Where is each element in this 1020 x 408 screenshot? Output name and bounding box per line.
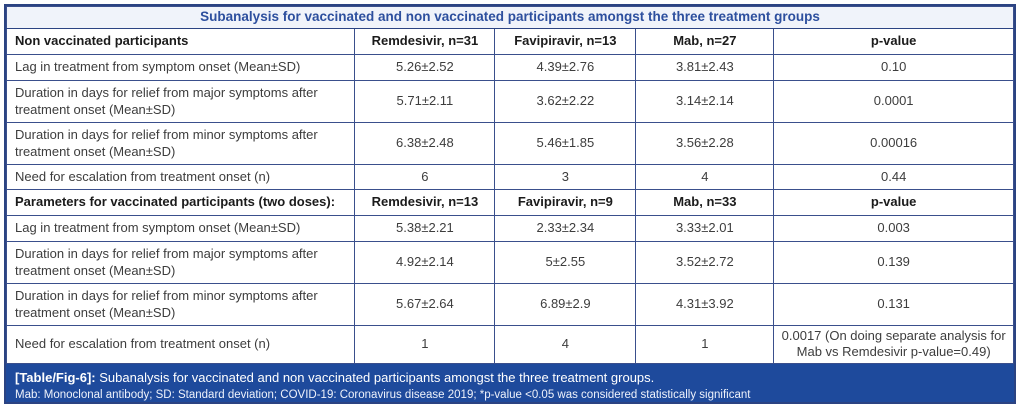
table-row: Duration in days for relief from major s… bbox=[5, 241, 1014, 284]
table-title-row: Subanalysis for vaccinated and non vacci… bbox=[6, 6, 1014, 29]
cell-value: 4.39±2.76 bbox=[494, 54, 637, 81]
section2-col-remdesivir: Remdesivir, n=13 bbox=[354, 189, 496, 216]
table-row: Duration in days for relief from major s… bbox=[5, 80, 1014, 123]
table-figure: Subanalysis for vaccinated and non vacci… bbox=[4, 4, 1016, 404]
cell-value: 6.89±2.9 bbox=[494, 283, 637, 326]
cell-value: 3.62±2.22 bbox=[494, 80, 637, 123]
figure-caption: [Table/Fig-6]: Subanalysis for vaccinate… bbox=[15, 369, 1005, 388]
cell-value: 5.67±2.64 bbox=[354, 283, 496, 326]
cell-value: 4.92±2.14 bbox=[354, 241, 496, 284]
section2-col-favipiravir: Favipiravir, n=9 bbox=[494, 189, 637, 216]
row-label: Lag in treatment from symptom onset (Mea… bbox=[5, 54, 356, 81]
cell-pvalue-note: 0.0017 (On doing separate analysis for M… bbox=[773, 325, 1014, 364]
section2-col-mab: Mab, n=33 bbox=[635, 189, 775, 216]
cell-value: 4 bbox=[494, 325, 637, 364]
cell-pvalue: 0.003 bbox=[773, 215, 1014, 242]
cell-value: 5.26±2.52 bbox=[354, 54, 496, 81]
cell-value: 1 bbox=[354, 325, 496, 364]
cell-pvalue: 0.0001 bbox=[773, 80, 1014, 123]
section1-col-pvalue: p-value bbox=[773, 28, 1014, 55]
cell-value: 2.33±2.34 bbox=[494, 215, 637, 242]
cell-value: 4.31±3.92 bbox=[635, 283, 775, 326]
cell-pvalue: 0.10 bbox=[773, 54, 1014, 81]
cell-value: 3.81±2.43 bbox=[635, 54, 775, 81]
figure-tag: [Table/Fig-6]: bbox=[15, 369, 96, 385]
cell-value: 5±2.55 bbox=[494, 241, 637, 284]
cell-value: 4 bbox=[635, 164, 775, 190]
row-label: Duration in days for relief from major s… bbox=[5, 241, 356, 284]
figure-caption-bar: [Table/Fig-6]: Subanalysis for vaccinate… bbox=[6, 363, 1014, 402]
row-label: Duration in days for relief from minor s… bbox=[5, 283, 356, 326]
section2-col-pvalue: p-value bbox=[773, 189, 1014, 216]
section1-col-mab: Mab, n=27 bbox=[635, 28, 775, 55]
section1-col-favipiravir: Favipiravir, n=13 bbox=[494, 28, 637, 55]
section1-header-row: Non vaccinated participants Remdesivir, … bbox=[5, 28, 1014, 55]
table-title: Subanalysis for vaccinated and non vacci… bbox=[6, 6, 1014, 29]
table-row: Need for escalation from treatment onset… bbox=[5, 164, 1014, 190]
row-label: Need for escalation from treatment onset… bbox=[5, 164, 356, 190]
cell-value: 5.71±2.11 bbox=[354, 80, 496, 123]
row-label: Need for escalation from treatment onset… bbox=[5, 325, 356, 364]
cell-value: 3 bbox=[494, 164, 637, 190]
cell-value: 3.56±2.28 bbox=[635, 122, 775, 165]
cell-value: 3.14±2.14 bbox=[635, 80, 775, 123]
row-label: Duration in days for relief from minor s… bbox=[5, 122, 356, 165]
cell-value: 3.52±2.72 bbox=[635, 241, 775, 284]
cell-pvalue: 0.44 bbox=[773, 164, 1014, 190]
cell-value: 1 bbox=[635, 325, 775, 364]
cell-value: 5.38±2.21 bbox=[354, 215, 496, 242]
section1-col-remdesivir: Remdesivir, n=31 bbox=[354, 28, 496, 55]
cell-value: 6.38±2.48 bbox=[354, 122, 496, 165]
cell-value: 3.33±2.01 bbox=[635, 215, 775, 242]
table-row: Duration in days for relief from minor s… bbox=[5, 283, 1014, 326]
section1-header-label: Non vaccinated participants bbox=[5, 28, 356, 55]
figure-caption-text: Subanalysis for vaccinated and non vacci… bbox=[99, 369, 655, 385]
section2-header-row: Parameters for vaccinated participants (… bbox=[5, 189, 1014, 216]
section2-header-label: Parameters for vaccinated participants (… bbox=[5, 189, 356, 216]
row-label: Duration in days for relief from major s… bbox=[5, 80, 356, 123]
row-label: Lag in treatment from symptom onset (Mea… bbox=[5, 215, 356, 242]
table-row: Duration in days for relief from minor s… bbox=[5, 122, 1014, 165]
table-row: Lag in treatment from symptom onset (Mea… bbox=[5, 54, 1014, 81]
cell-pvalue: 0.139 bbox=[773, 241, 1014, 284]
figure-abbreviations: Mab: Monoclonal antibody; SD: Standard d… bbox=[15, 389, 751, 402]
cell-value: 5.46±1.85 bbox=[494, 122, 637, 165]
cell-pvalue: 0.00016 bbox=[773, 122, 1014, 165]
table-row: Need for escalation from treatment onset… bbox=[5, 325, 1014, 364]
cell-pvalue: 0.131 bbox=[773, 283, 1014, 326]
cell-value: 6 bbox=[354, 164, 496, 190]
subanalysis-table: Subanalysis for vaccinated and non vacci… bbox=[5, 6, 1014, 364]
table-row: Lag in treatment from symptom onset (Mea… bbox=[5, 215, 1014, 242]
